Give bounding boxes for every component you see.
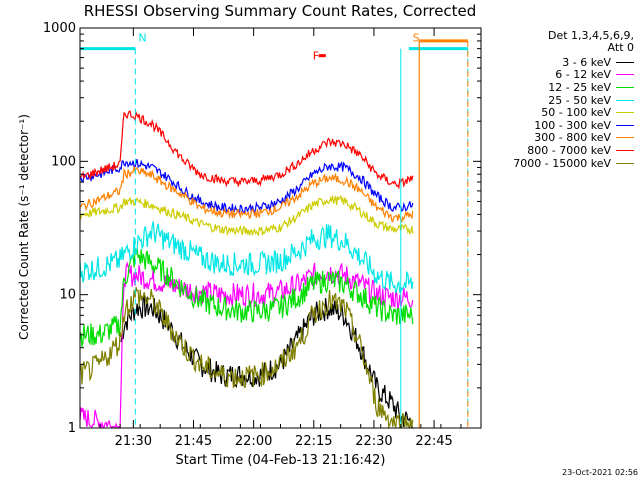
legend-swatch-0	[616, 61, 634, 63]
legend-entry-0: 3 - 6 keV	[478, 56, 634, 69]
legend-entry-5: 100 - 300 keV	[478, 119, 634, 132]
legend-label-7: 800 - 7000 keV	[527, 143, 611, 157]
footer-timestamp: 23-Oct-2021 02:56	[562, 468, 638, 477]
x-tick-label-5: 22:45	[415, 434, 452, 449]
legend-swatch-3	[616, 99, 634, 101]
legend: 3 - 6 keV 6 - 12 keV 12 - 25 keV 25 - 50 ke…	[478, 56, 634, 170]
legend-swatch-7	[616, 149, 634, 151]
x-axis-label: Start Time (04-Feb-13 21:16:42)	[175, 453, 386, 468]
tick-layer: 21:30 21:45 22:00 22:15 22:30 22:45 1 10 100 1000	[43, 21, 482, 449]
legend-entry-4: 50 - 100 keV	[478, 106, 634, 119]
legend-entry-6: 300 - 800 keV	[478, 131, 634, 145]
legend-label-3: 25 - 50 keV	[548, 93, 611, 107]
legend-swatch-6	[616, 137, 634, 139]
annotation-2: F	[313, 50, 319, 63]
legend-swatch-4	[616, 112, 634, 114]
legend-label-2: 12 - 25 keV	[548, 80, 611, 94]
legend-swatch-2	[616, 86, 634, 88]
legend-entry-2: 12 - 25 keV	[478, 81, 634, 94]
x-tick-label-0: 21:30	[115, 434, 152, 449]
annotation-0: N	[138, 31, 146, 44]
y-tick-label-3: 1000	[43, 21, 76, 36]
y-tick-label-2: 100	[51, 154, 76, 169]
legend-swatch-5	[616, 124, 634, 126]
legend-subtitle: Att 0	[607, 41, 634, 54]
legend-swatch-8	[616, 162, 634, 164]
chart-title: RHESSI Observing Summary Count Rates, Co…	[83, 2, 477, 20]
series-line-7	[79, 110, 414, 190]
x-tick-label-3: 22:15	[295, 434, 332, 449]
legend-label-8: 7000 - 15000 keV	[513, 156, 611, 170]
y-axis-label: Corrected Count Rate (s⁻¹ detector⁻¹)	[17, 114, 31, 340]
legend-label-4: 50 - 100 keV	[541, 106, 611, 120]
y-tick-label-0: 1	[68, 421, 76, 436]
legend-label-0: 3 - 6 keV	[562, 55, 611, 69]
series-line-5	[79, 158, 414, 216]
legend-entry-3: 25 - 50 keV	[478, 94, 634, 107]
legend-entry-7: 800 - 7000 keV	[478, 144, 634, 157]
legend-label-1: 6 - 12 keV	[555, 68, 611, 82]
x-tick-label-2: 22:00	[235, 434, 272, 449]
legend-label-5: 100 - 300 keV	[534, 118, 611, 132]
x-tick-label-1: 21:45	[175, 434, 212, 449]
legend-label-6: 300 - 800 keV	[534, 131, 611, 145]
legend-entry-8: 7000 - 15000 keV	[478, 157, 634, 170]
legend-title: Det 1,3,4,5,6,9,	[547, 29, 634, 42]
annotation-1: S	[413, 31, 420, 44]
legend-entry-1: 6 - 12 keV	[478, 68, 634, 82]
x-tick-label-4: 22:30	[355, 434, 392, 449]
legend-swatch-1	[616, 74, 634, 76]
y-tick-label-1: 10	[59, 288, 76, 303]
